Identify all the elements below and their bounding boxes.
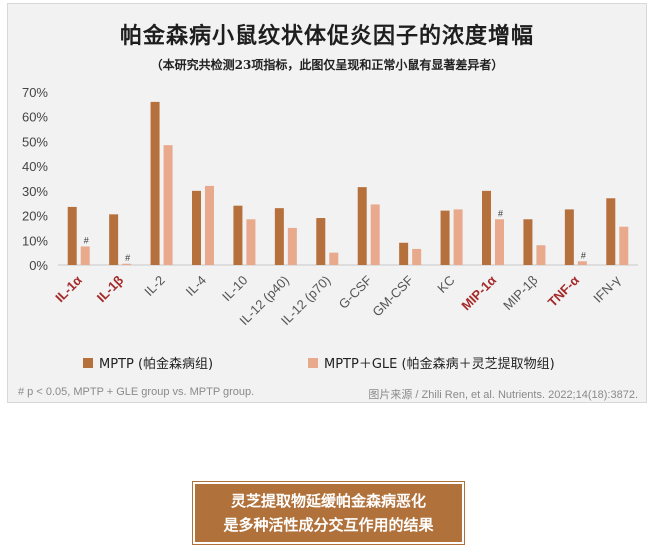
chart-title: 帕金森病小鼠纹状体促炎因子的浓度增幅: [119, 23, 534, 49]
x-tick-label: IL-10: [219, 273, 251, 305]
significance-footnote: # p < 0.05, MPTP + GLE group vs. MPTP gr…: [18, 386, 255, 398]
legend-item-mptp: MPTP (帕金森病组): [83, 353, 213, 372]
x-tick-label: IL-1α: [52, 273, 85, 306]
bar-mptp-gle: [287, 227, 297, 265]
bar-mptp-gle: [495, 219, 504, 265]
bar-mptp: [523, 219, 533, 265]
y-tick-label: 40%: [22, 159, 48, 174]
bar-mptp: [150, 101, 160, 265]
y-tick-label: 50%: [22, 134, 48, 149]
x-tick-label: IL-2: [141, 273, 167, 299]
x-tick-label: TNF-α: [545, 273, 582, 310]
bar-mptp-gle: [122, 263, 132, 265]
significance-marker: #: [125, 253, 130, 263]
legend-label-mptp: MPTP (帕金森病组): [99, 357, 214, 372]
legend-item-mptp-gle: MPTP＋GLE (帕金森病＋灵芝提取物组): [308, 353, 555, 372]
x-tick-label: G-CSF: [336, 272, 375, 311]
bar-mptp: [274, 208, 284, 265]
bar-mptp-gle: [536, 245, 546, 265]
bar-mptp-gle: [205, 185, 214, 265]
x-tick-label: GM-CSF: [369, 272, 416, 319]
bar-mptp-gle: [577, 261, 587, 265]
bar-mptp-gle: [163, 145, 173, 265]
caption-line-2: 是多种活性成分交互作用的结果: [223, 516, 434, 534]
chart-legend: MPTP (帕金森病组) MPTP＋GLE (帕金森病＋灵芝提取物组): [8, 353, 646, 373]
bar-mptp: [233, 205, 243, 265]
bar-mptp-gle: [246, 219, 256, 265]
bar-mptp-gle: [329, 252, 339, 265]
bar-chart: 0% 10% 20% 30% 40% 50% 60% 70% # IL-1α # IL-1β IL-2 I…: [22, 85, 638, 328]
bar-mptp: [67, 206, 77, 265]
legend-swatch-mptp-gle: [308, 357, 318, 368]
bar-mptp: [192, 190, 201, 265]
x-tick-label: IFN-γ: [590, 272, 623, 305]
legend-label-mptp-gle: MPTP＋GLE (帕金森病＋灵芝提取物组): [324, 357, 555, 372]
y-tick-label: 70%: [22, 85, 48, 100]
bar-mptp: [482, 190, 491, 265]
x-tick-label: MIP-1α: [458, 273, 499, 314]
bar-mptp: [440, 210, 450, 265]
x-tick-label: IL-4: [183, 273, 209, 299]
significance-marker: #: [498, 208, 503, 218]
x-tick-label: IL-1β: [94, 272, 127, 305]
caption-box: 灵芝提取物延缓帕金森病恶化 是多种活性成分交互作用的结果: [192, 481, 465, 545]
chart-subtitle: （本研究共检测23项指标，此图仅呈现和正常小鼠有显著差异者）: [150, 58, 504, 72]
significance-marker: #: [84, 235, 89, 245]
bar-mptp: [399, 242, 409, 265]
legend-swatch-mptp: [83, 357, 93, 368]
bar-mptp: [606, 198, 616, 265]
bar-mptp-gle: [370, 204, 380, 265]
bar-mptp: [316, 218, 326, 265]
x-tick-label: KC: [434, 273, 457, 296]
bar-mptp: [357, 187, 367, 265]
y-tick-label: 30%: [22, 184, 48, 199]
bar-mptp-gle: [412, 248, 422, 265]
bar-mptp-gle: [619, 226, 629, 265]
bar-mptp: [564, 209, 574, 265]
bar-mptp-gle: [453, 209, 463, 265]
chart-frame: 帕金森病小鼠纹状体促炎因子的浓度增幅 （本研究共检测23项指标，此图仅呈现和正常…: [7, 3, 647, 403]
x-tick-label: MIP-1β: [500, 273, 540, 313]
y-tick-label: 10%: [22, 233, 48, 248]
caption-line-1: 灵芝提取物延缓帕金森病恶化: [230, 492, 426, 510]
significance-marker: #: [581, 250, 586, 260]
bar-mptp-gle: [80, 246, 90, 265]
bar-mptp: [109, 214, 119, 265]
y-tick-label: 20%: [22, 209, 48, 224]
y-tick-label: 60%: [22, 110, 48, 125]
image-source: 图片来源 / Zhili Ren, et al. Nutrients. 2022…: [368, 389, 638, 401]
y-tick-label: 0%: [29, 258, 48, 273]
